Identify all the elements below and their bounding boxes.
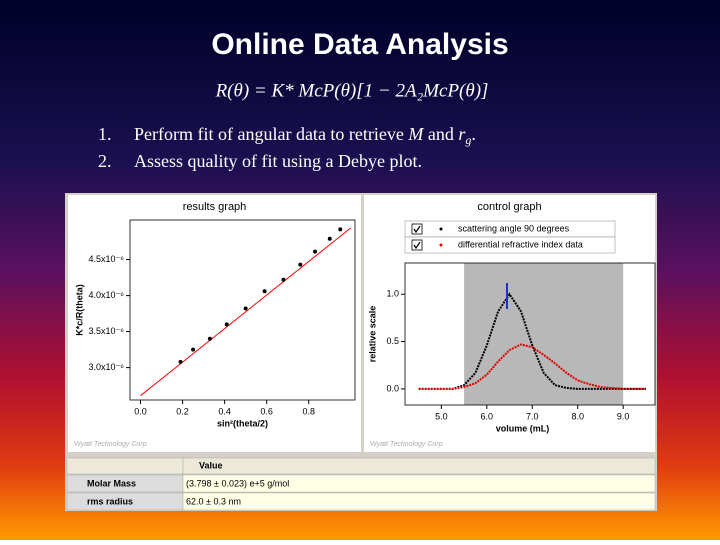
y-tick-label: 3.5x10⁻⁶: [89, 326, 125, 336]
table-header-cell: [66, 457, 184, 475]
legend-marker: [439, 243, 443, 247]
data-point: [224, 322, 229, 327]
x-tick-label: 0.8: [302, 406, 315, 416]
fit-line: [140, 227, 352, 397]
bullet-text: and: [423, 124, 458, 144]
data-point: [313, 249, 318, 254]
legend-box: [404, 236, 616, 254]
data-point: [262, 289, 267, 294]
data-point: [327, 236, 332, 241]
x-tick-label: 9.0: [617, 411, 630, 421]
legend-checkbox: [411, 223, 423, 235]
y-axis-label: relative scale: [367, 306, 377, 363]
legend-check: [413, 225, 421, 234]
formula: R(θ) = K* McP(θ)[1 − 2A₂McP(θ)]: [215, 80, 489, 101]
watermark: Wyatt Technology Corp.: [370, 441, 444, 448]
plot-frame: [404, 262, 656, 406]
x-tick-label: 0.6: [260, 406, 273, 416]
bullet-text: r: [458, 124, 466, 144]
bullet: Perform fit of angular data to retrieve …: [134, 124, 476, 147]
legend-check: [413, 241, 421, 250]
bullet: Assess quality of fit using a Debye plot…: [134, 151, 422, 171]
y-tick-label: 0.0: [386, 383, 399, 393]
plot-frame: [129, 219, 356, 401]
x-axis-label: sin²(theta/2): [217, 418, 268, 428]
bullet-text: .: [471, 124, 476, 144]
y-tick-label: 1.0: [386, 289, 399, 299]
series-line: [418, 292, 646, 390]
x-tick-label: 5.0: [435, 411, 448, 421]
table-header: Value: [199, 460, 223, 470]
table-cell: [182, 474, 656, 493]
data-point: [178, 359, 183, 364]
data-point: [191, 347, 196, 352]
y-tick-label: 3.0x10⁻⁶: [89, 362, 125, 372]
y-tick-label: 4.0x10⁻⁶: [89, 290, 125, 300]
chart-title: results graph: [183, 201, 247, 213]
shaded-region: [464, 263, 624, 405]
table-header-cell: [182, 457, 656, 475]
x-tick-label: 0.2: [176, 406, 189, 416]
bullet-text: g: [465, 133, 471, 147]
series-line: [418, 343, 646, 390]
y-axis-label: K*c/R(theta): [74, 284, 84, 336]
data-point: [281, 277, 286, 282]
panel: [68, 195, 361, 452]
bullet-text: M: [407, 124, 424, 144]
table-label: rms radius: [87, 496, 133, 506]
x-tick-label: 0.4: [218, 406, 231, 416]
bullet-text: Perform fit of angular data to retrieve: [134, 124, 408, 144]
data-point: [207, 336, 212, 341]
legend-marker: [439, 227, 443, 231]
slide-title: Online Data Analysis: [211, 28, 508, 61]
y-tick-label: 0.5: [386, 336, 399, 346]
table-cell: [182, 492, 656, 511]
table-label: Molar Mass: [87, 478, 136, 488]
legend-label: differential refractive index data: [458, 239, 583, 249]
bullet-number: 2.: [98, 151, 112, 171]
x-tick-label: 6.0: [481, 411, 494, 421]
table-value: 62.0 ± 0.3 nm: [186, 496, 241, 506]
data-point: [243, 306, 248, 311]
x-tick-label: 7.0: [526, 411, 539, 421]
data-point: [338, 227, 343, 232]
data-point: [298, 262, 303, 267]
x-tick-label: 0.0: [134, 406, 147, 416]
legend-checkbox: [411, 239, 423, 251]
watermark: Wyatt Technology Corp.: [74, 441, 148, 448]
x-tick-label: 8.0: [571, 411, 584, 421]
chart-title: control graph: [477, 201, 541, 213]
y-tick-label: 4.5x10⁻⁶: [89, 254, 125, 264]
x-axis-label: volume (mL): [496, 423, 550, 433]
table-value: (3.798 ± 0.023) e+5 g/mol: [186, 478, 289, 488]
legend-label: scattering angle 90 degrees: [458, 223, 570, 233]
bullet-number: 1.: [98, 124, 112, 144]
